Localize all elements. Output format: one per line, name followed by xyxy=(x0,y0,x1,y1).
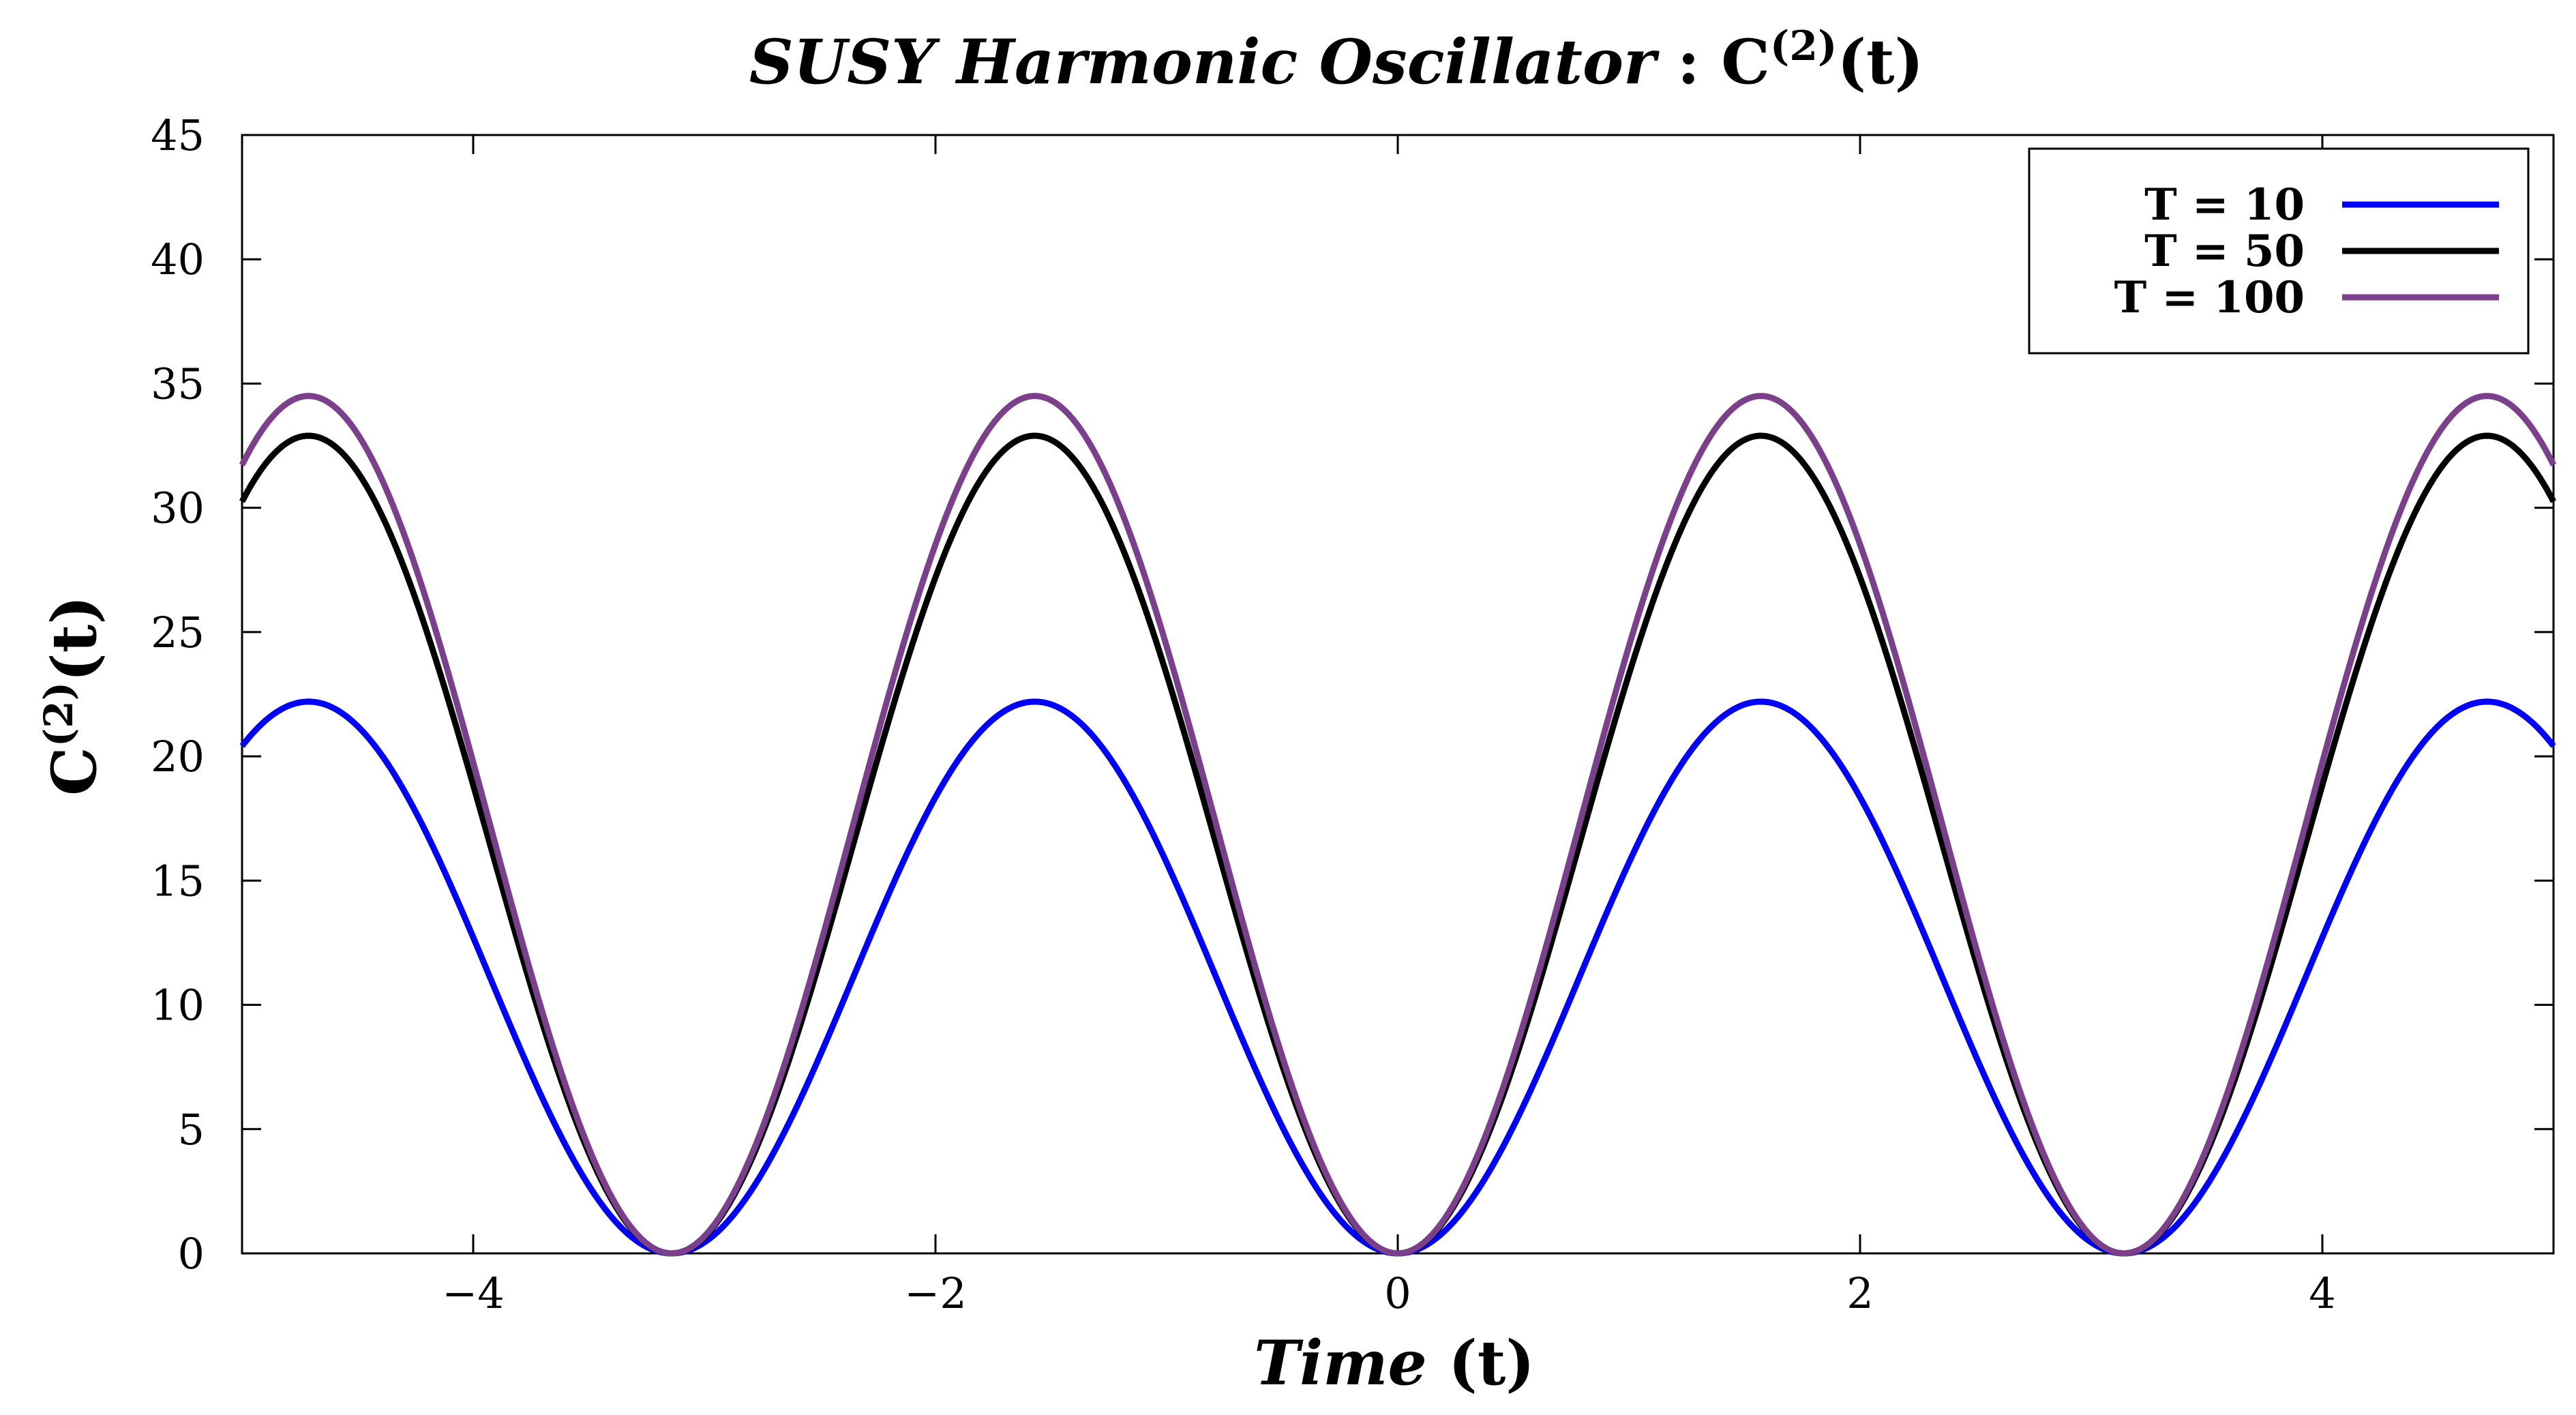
series-line-1 xyxy=(239,698,2556,1257)
y-tick-label: 5 xyxy=(178,1105,205,1155)
chart-title-superscript: (2) xyxy=(1770,23,1838,70)
x-tick-label: −4 xyxy=(442,1268,504,1318)
x-tick-label: −2 xyxy=(904,1268,966,1318)
chart-title-prefix: : C xyxy=(1656,26,1770,98)
x-axis-label-italic: Time xyxy=(1254,1327,1427,1399)
y-tick-label: 0 xyxy=(178,1229,205,1279)
legend-label-1: T = 10 xyxy=(2144,179,2305,230)
y-tick-label: 20 xyxy=(151,732,205,781)
y-tick-label: 45 xyxy=(151,110,205,160)
y-tick-label: 10 xyxy=(151,981,205,1030)
chart-title: SUSY Harmonic Oscillator : C(2)(t) xyxy=(749,23,1923,98)
series-layer xyxy=(239,393,2557,1257)
y-axis-label: C(2)(t) xyxy=(35,595,110,796)
x-tick-label: 4 xyxy=(2309,1268,2335,1318)
y-axis-label-suffix: (t) xyxy=(38,595,110,682)
x-tick-label: 2 xyxy=(1846,1268,1873,1318)
x-axis-label-rest: (t) xyxy=(1427,1327,1535,1399)
y-tick-label: 25 xyxy=(151,608,205,657)
y-tick-label: 30 xyxy=(151,483,205,533)
chart-title-suffix: (t) xyxy=(1837,26,1923,98)
y-tick-label: 40 xyxy=(151,235,205,284)
y-axis-label-superscript: (2) xyxy=(35,682,82,747)
legend: T = 10T = 50T = 100 xyxy=(2028,147,2530,355)
x-axis-label: Time (t) xyxy=(1254,1327,1535,1399)
x-tick-label: 0 xyxy=(1384,1268,1411,1318)
y-axis-label-base: C xyxy=(38,747,110,796)
chart-title-italic: SUSY Harmonic Oscillator xyxy=(749,26,1660,98)
legend-label-2: T = 50 xyxy=(2144,226,2305,277)
legend-label-3: T = 100 xyxy=(2114,272,2305,323)
y-tick-label: 35 xyxy=(151,359,205,408)
y-tick-label: 15 xyxy=(151,856,205,906)
series-line-2 xyxy=(239,432,2556,1257)
series-line-3 xyxy=(239,393,2557,1257)
